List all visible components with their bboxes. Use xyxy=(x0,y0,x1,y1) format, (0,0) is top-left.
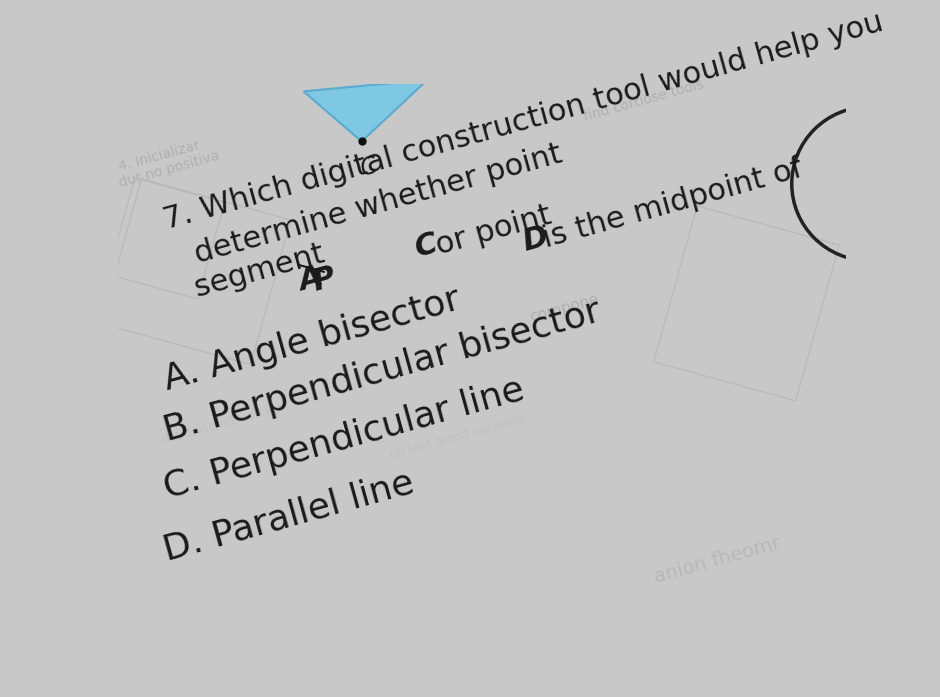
Text: D: D xyxy=(519,222,551,256)
Text: or point: or point xyxy=(424,198,565,263)
Text: A: A xyxy=(296,262,326,296)
Text: determine whether point: determine whether point xyxy=(191,137,574,270)
Polygon shape xyxy=(304,79,428,141)
Text: C: C xyxy=(412,229,441,263)
Text: B. Perpendicular bisector: B. Perpendicular bisector xyxy=(160,294,604,447)
Text: ob lent aiood noraurta: ob lent aiood noraurta xyxy=(389,412,527,462)
Text: dur no positiva: dur no positiva xyxy=(118,148,222,190)
Text: P: P xyxy=(309,263,339,296)
Text: 7. Which digital construction tool would help you: 7. Which digital construction tool would… xyxy=(160,8,886,235)
Text: D. Parallel line: D. Parallel line xyxy=(160,465,418,567)
Text: C. Perpendicular line: C. Perpendicular line xyxy=(160,373,528,505)
Text: A. Angle bisector: A. Angle bisector xyxy=(160,283,464,397)
Text: segment: segment xyxy=(191,236,337,302)
Text: compone: compone xyxy=(528,292,601,325)
Text: dol onise ieth ob lent: dol onise ieth ob lent xyxy=(160,399,290,447)
Text: is the midpoint of: is the midpoint of xyxy=(530,154,806,256)
Text: find cortiose tools: find cortiose tools xyxy=(583,77,706,124)
Text: C: C xyxy=(357,153,380,181)
Text: 4. Inicializar: 4. Inicializar xyxy=(118,138,202,174)
Text: anion fheomr: anion fheomr xyxy=(652,534,783,587)
